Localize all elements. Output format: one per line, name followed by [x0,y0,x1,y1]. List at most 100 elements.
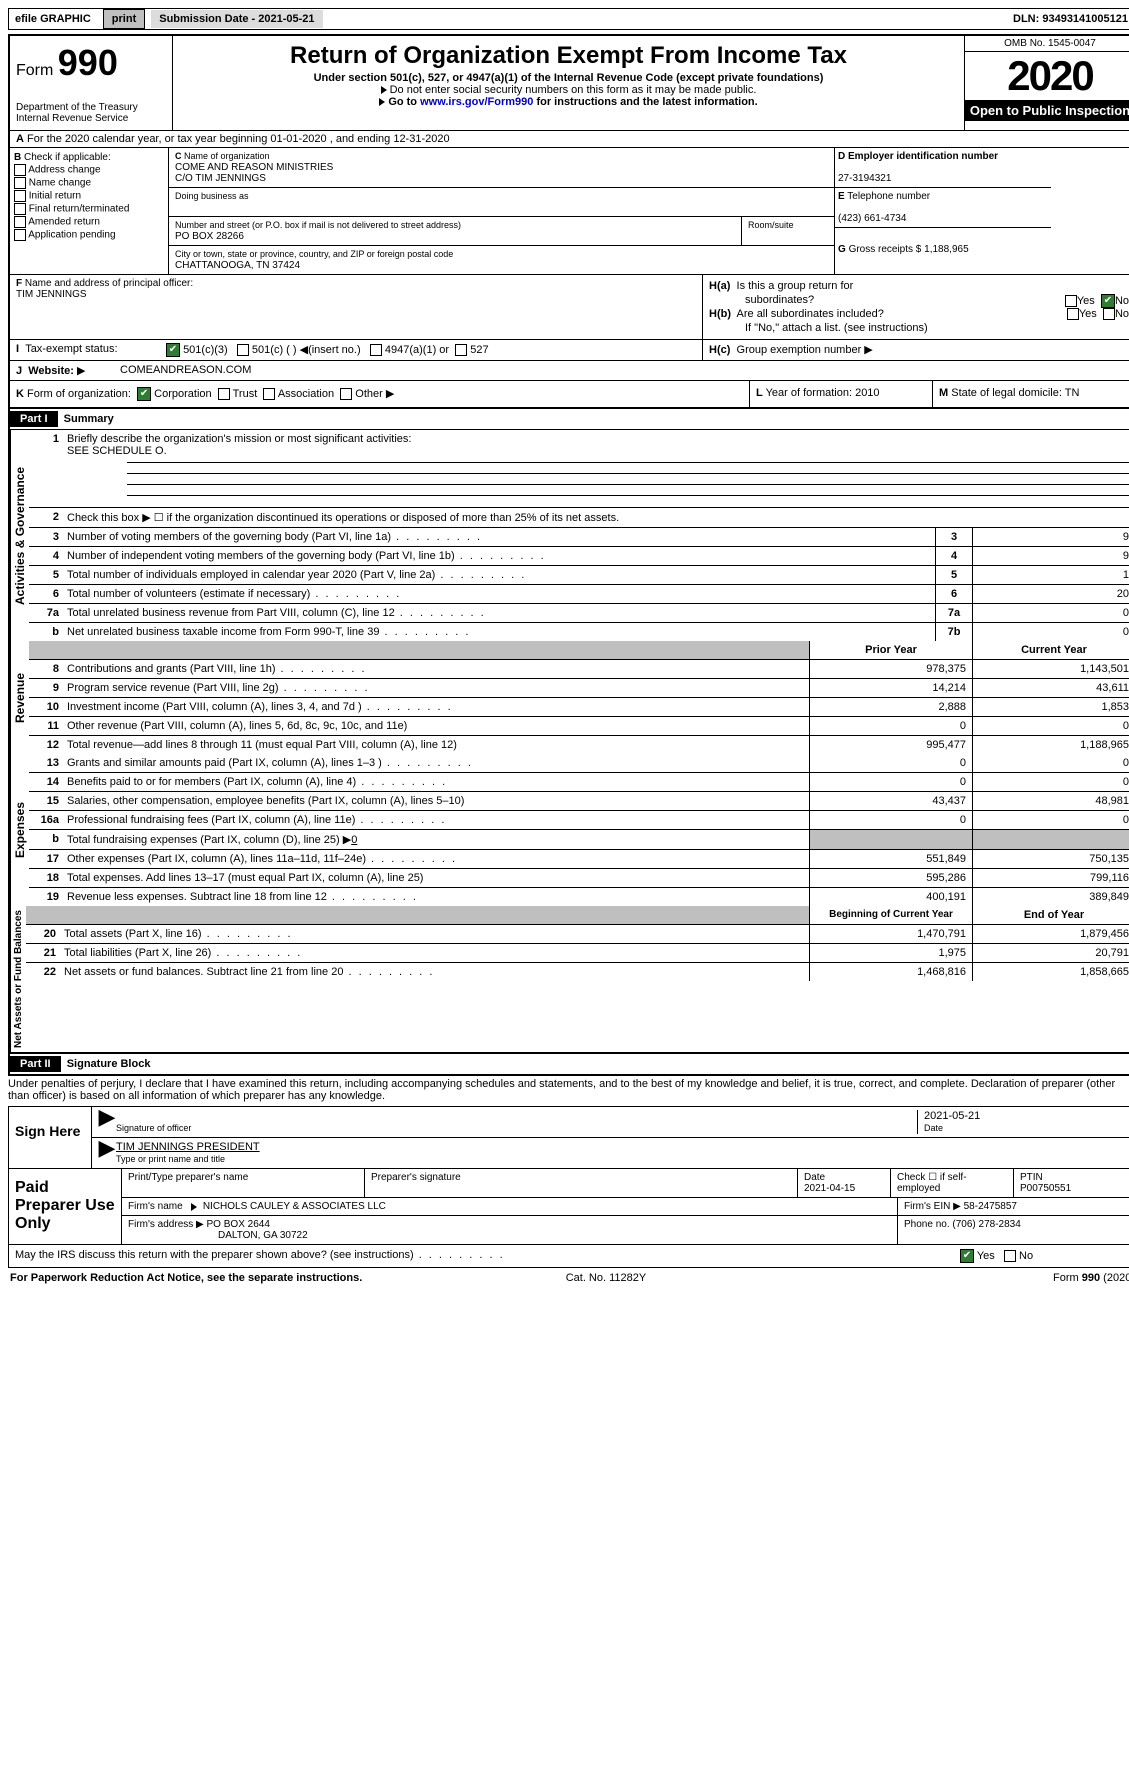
mission-text: SEE SCHEDULE O. [67,445,167,457]
l10-current: 1,853 [972,698,1129,716]
print-button[interactable]: print [103,9,145,29]
l13-prior: 0 [809,754,972,772]
section-b-through-g: B Check if applicable: Address change Na… [10,148,1129,275]
paid-preparer-label: Paid Preparer Use Only [9,1169,121,1244]
tax-year: 2020 [965,52,1129,100]
arrow-icon: ▶ [98,1110,116,1134]
l8-prior: 978,375 [809,660,972,678]
sign-date: 2021-05-21 [924,1110,980,1122]
net-assets-section: Net Assets or Fund Balances Beginning of… [10,906,1129,1054]
firm-ein: 58-2475857 [964,1201,1017,1212]
submission-date: Submission Date - 2021-05-21 [151,10,322,28]
check-initial-return[interactable]: Initial return [14,190,164,202]
page-footer: For Paperwork Reduction Act Notice, see … [8,1268,1129,1288]
line-4-value: 9 [972,547,1129,565]
org-co: C/O TIM JENNINGS [175,173,266,184]
omb-number: OMB No. 1545-0047 [965,36,1129,52]
expenses-section: Expenses 13Grants and similar amounts pa… [10,754,1129,906]
preparer-date: 2021-04-15 [804,1183,855,1194]
side-label-expenses: Expenses [10,754,29,906]
l12-current: 1,188,965 [972,736,1129,754]
row-a-calendar: A For the 2020 calendar year, or tax yea… [10,131,1129,148]
dept-label: Department of the Treasury Internal Reve… [16,102,166,124]
discuss-row: May the IRS discuss this return with the… [8,1245,1129,1268]
line-5-value: 1 [972,566,1129,584]
subtitle-1: Under section 501(c), 527, or 4947(a)(1)… [177,72,960,84]
efile-label: efile GRAPHIC [9,10,97,28]
check-name-change[interactable]: Name change [14,177,164,189]
ptin-value: P00750551 [1020,1183,1071,1194]
form-header: Form 990 Department of the Treasury Inte… [10,36,1129,131]
l20-prior: 1,470,791 [809,925,972,943]
ein-value: 27-3194321 [838,173,891,184]
l21-prior: 1,975 [809,944,972,962]
l11-prior: 0 [809,717,972,735]
l8-current: 1,143,501 [972,660,1129,678]
l15-current: 48,981 [972,792,1129,810]
row-k-l-m: K Form of organization: ✔ Corporation Tr… [10,381,1129,409]
l16a-prior: 0 [809,811,972,829]
line-3-value: 9 [972,528,1129,546]
col-b-checkboxes: B Check if applicable: Address change Na… [10,148,169,274]
irs-link[interactable]: www.irs.gov/Form990 [420,96,533,108]
sign-here-label: Sign Here [9,1107,91,1168]
l14-prior: 0 [809,773,972,791]
l11-current: 0 [972,717,1129,735]
header-current-year: Current Year [972,641,1129,659]
row-j-website: J Website: ▶ COMEANDREASON.COM [10,361,1129,381]
l16a-current: 0 [972,811,1129,829]
check-501c3-icon: ✔ [166,343,180,357]
year-formation: Year of formation: 2010 [766,387,880,399]
officer-signed-name: TIM JENNINGS PRESIDENT [116,1141,260,1153]
line-7a-value: 0 [972,604,1129,622]
l13-current: 0 [972,754,1129,772]
org-address: PO BOX 28266 [175,231,244,242]
l17-prior: 551,849 [809,850,972,868]
line-7b-value: 0 [972,623,1129,641]
row-i-tax-status: I Tax-exempt status: ✔ 501(c)(3) 501(c) … [10,340,1129,361]
l12-prior: 995,477 [809,736,972,754]
activities-governance-section: Activities & Governance 1Briefly describ… [10,430,1129,641]
l18-prior: 595,286 [809,869,972,887]
check-amended-return[interactable]: Amended return [14,216,164,228]
top-toolbar: efile GRAPHIC print Submission Date - 20… [8,8,1129,30]
dln-label: DLN: 93493141005121 [1005,10,1129,28]
header-beginning-year: Beginning of Current Year [809,906,972,924]
l20-current: 1,879,456 [972,925,1129,943]
l9-prior: 14,214 [809,679,972,697]
l22-prior: 1,468,816 [809,963,972,981]
org-name: COME AND REASON MINISTRIES [175,162,333,173]
l19-current: 389,849 [972,888,1129,906]
subtitle-2: Do not enter social security numbers on … [177,84,960,96]
side-label-activities: Activities & Governance [10,430,29,641]
check-application-pending[interactable]: Application pending [14,229,164,241]
subtitle-3: Go to www.irs.gov/Form990 for instructio… [177,96,960,108]
firm-city: DALTON, GA 30722 [128,1230,308,1241]
side-label-revenue: Revenue [10,641,29,754]
telephone: (423) 661-4734 [838,213,906,224]
l9-current: 43,611 [972,679,1129,697]
revenue-section: Revenue Prior YearCurrent Year 8Contribu… [10,641,1129,754]
header-prior-year: Prior Year [809,641,972,659]
check-final-return[interactable]: Final return/terminated [14,203,164,215]
org-city: CHATTANOOGA, TN 37424 [175,260,300,271]
l17-current: 750,135 [972,850,1129,868]
arrow-icon: ▶ [98,1141,116,1165]
header-end-year: End of Year [972,906,1129,924]
gross-receipts: 1,188,965 [924,244,969,255]
check-no-icon: ✔ [1101,294,1115,308]
form-number: Form 990 [16,42,166,84]
l19-prior: 400,191 [809,888,972,906]
declaration-text: Under penalties of perjury, I declare th… [8,1076,1129,1104]
website-value: COMEANDREASON.COM [114,361,1129,380]
officer-name: TIM JENNINGS [16,289,87,300]
check-corp-icon: ✔ [137,387,151,401]
check-address-change[interactable]: Address change [14,164,164,176]
firm-phone: (706) 278-2834 [952,1219,1020,1230]
l16b-value: 0 [351,834,357,846]
state-domicile: State of legal domicile: TN [951,387,1079,399]
check-self-employed[interactable]: Check ☐ if self-employed [891,1169,1014,1197]
l14-current: 0 [972,773,1129,791]
line-6-value: 20 [972,585,1129,603]
part-1-header: Part I [10,411,58,427]
